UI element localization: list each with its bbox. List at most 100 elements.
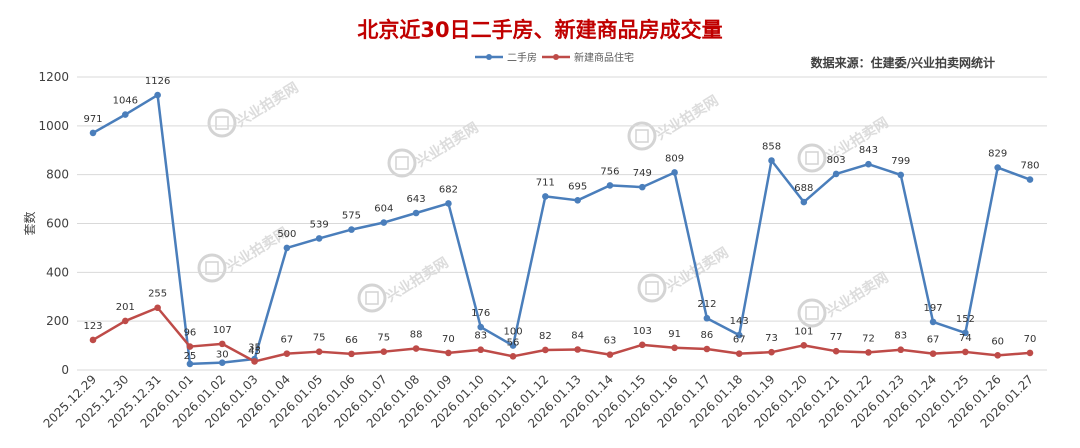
data-label: 780: [1020, 161, 1039, 172]
data-point: [477, 346, 485, 354]
legend-marker: [486, 54, 492, 60]
data-label: 75: [377, 333, 390, 344]
watermark-seal-icon: [627, 121, 657, 151]
data-point: [315, 348, 323, 355]
data-point: [897, 171, 905, 179]
data-label: 1126: [145, 76, 170, 87]
data-label: 197: [924, 303, 943, 314]
data-label: 682: [439, 184, 458, 195]
data-label: 604: [374, 204, 393, 215]
data-label: 35: [248, 342, 261, 353]
data-label: 30: [216, 350, 229, 361]
data-label: 711: [536, 177, 555, 188]
watermark-text: 兴业拍卖网: [233, 79, 301, 131]
data-point: [186, 360, 194, 368]
chart-title: 北京近30日二手房、新建商品房成交量: [357, 18, 723, 42]
data-point: [509, 353, 517, 360]
data-point: [929, 318, 937, 326]
data-label: 500: [277, 229, 296, 240]
watermark-seal-inner: [215, 116, 229, 130]
data-point: [122, 111, 129, 118]
data-point: [315, 235, 323, 242]
data-point: [1026, 349, 1034, 357]
data-label: 84: [571, 330, 584, 341]
watermark-seal-icon: [387, 148, 417, 178]
data-label: 152: [956, 314, 975, 325]
data-label: 56: [507, 337, 520, 348]
data-point: [412, 345, 420, 352]
series-line: [92, 306, 1031, 363]
data-point: [768, 348, 775, 356]
data-label: 107: [213, 325, 232, 336]
watermark-seal-icon: [797, 143, 827, 173]
data-point: [832, 347, 840, 355]
data-point: [283, 244, 291, 252]
data-point: [154, 91, 161, 99]
data-label: 45: [248, 346, 261, 357]
y-tick-label: 600: [46, 217, 69, 231]
data-label: 88: [410, 330, 423, 341]
y-tick-label: 1200: [38, 70, 69, 84]
data-point: [477, 323, 485, 331]
data-label: 75: [313, 333, 326, 344]
watermark-seal-inner: [205, 261, 219, 275]
data-point: [348, 350, 355, 358]
data-label: 575: [342, 211, 361, 222]
data-label: 829: [988, 149, 1007, 160]
data-point: [703, 314, 711, 322]
data-point: [574, 197, 581, 204]
data-label: 1046: [113, 96, 138, 107]
y-tick-label: 400: [46, 265, 69, 279]
data-label: 70: [1024, 334, 1037, 345]
data-point: [897, 346, 905, 354]
data-label: 255: [148, 289, 167, 300]
data-point: [671, 169, 678, 176]
data-label: 101: [794, 326, 813, 337]
data-source-note: 数据来源：住建委/兴业拍卖网统计: [810, 56, 995, 70]
data-label: 82: [539, 331, 552, 342]
data-label: 799: [891, 156, 910, 167]
data-point: [994, 352, 1001, 359]
data-label: 67: [733, 335, 746, 346]
watermark-seal-icon: [197, 253, 227, 283]
data-point: [865, 160, 872, 168]
data-label: 91: [668, 329, 681, 340]
data-point: [348, 226, 355, 233]
data-point: [735, 331, 743, 339]
data-point: [671, 344, 678, 352]
data-point: [154, 304, 161, 312]
data-label: 809: [665, 153, 684, 164]
data-label: 96: [184, 328, 197, 339]
data-label: 749: [633, 168, 652, 179]
data-point: [89, 129, 97, 137]
data-point: [703, 345, 711, 353]
data-label: 643: [407, 194, 426, 205]
data-label: 70: [442, 334, 455, 345]
data-point: [89, 336, 97, 344]
data-label: 539: [310, 219, 329, 230]
watermark-seal-inner: [365, 291, 379, 305]
y-tick-label: 800: [46, 168, 69, 182]
data-point: [865, 349, 872, 356]
data-point: [962, 329, 969, 337]
data-label: 60: [991, 336, 1004, 347]
data-point: [735, 350, 743, 357]
data-point: [509, 342, 517, 349]
data-label: 67: [280, 335, 293, 346]
data-point: [542, 346, 549, 354]
data-label: 100: [503, 327, 522, 338]
data-point: [445, 200, 452, 207]
data-label: 66: [345, 335, 358, 346]
data-label: 176: [471, 308, 490, 319]
watermark-text: 兴业拍卖网: [413, 119, 481, 171]
legend-marker: [553, 54, 559, 60]
data-point: [800, 198, 808, 206]
data-point: [218, 359, 226, 366]
y-tick-label: 1000: [38, 119, 69, 133]
data-label: 123: [83, 321, 102, 332]
data-label: 143: [730, 316, 749, 327]
watermark-seal-icon: [207, 108, 237, 138]
data-label: 86: [701, 330, 714, 341]
watermark-seal-inner: [635, 129, 649, 143]
